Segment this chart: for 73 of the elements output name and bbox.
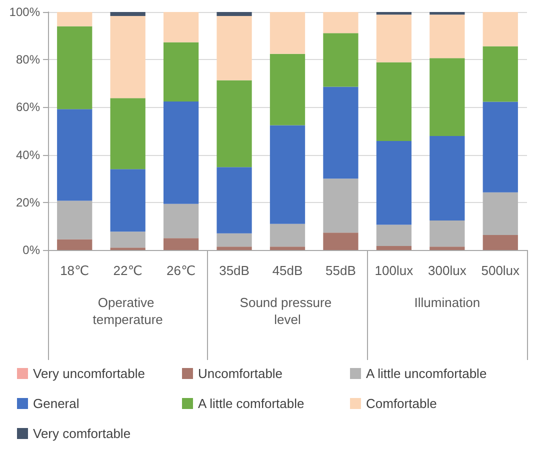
bar bbox=[216, 80, 252, 168]
bar bbox=[482, 192, 518, 236]
bar bbox=[376, 140, 412, 225]
bar bbox=[163, 101, 199, 204]
bar bbox=[57, 109, 92, 201]
x-tick-label: 500lux bbox=[481, 263, 520, 278]
bar bbox=[216, 246, 252, 250]
legend-label: A little comfortable bbox=[198, 396, 304, 411]
bar bbox=[482, 102, 518, 192]
legend-label: Uncomfortable bbox=[198, 366, 283, 381]
bar bbox=[323, 232, 358, 250]
bar bbox=[270, 224, 306, 247]
bar bbox=[376, 12, 412, 15]
bar bbox=[110, 12, 146, 16]
x-tick-label: 26℃ bbox=[166, 263, 196, 278]
bar bbox=[216, 12, 252, 16]
bar bbox=[216, 16, 252, 80]
bar bbox=[376, 246, 412, 250]
x-tick-label: 45dB bbox=[272, 263, 303, 278]
bar bbox=[482, 235, 518, 250]
bar bbox=[57, 12, 92, 26]
bar bbox=[323, 86, 358, 179]
bar bbox=[430, 12, 465, 15]
bar bbox=[163, 238, 199, 250]
bar bbox=[163, 12, 199, 42]
x-tick-label: 18℃ bbox=[60, 263, 90, 278]
legend-label: A little uncomfortable bbox=[366, 366, 487, 381]
y-tick-label: 60% bbox=[16, 100, 40, 114]
bar bbox=[376, 14, 412, 62]
y-tick-label: 0% bbox=[22, 243, 40, 257]
bar bbox=[57, 26, 92, 110]
bar bbox=[110, 98, 146, 170]
x-tick-label: 300lux bbox=[428, 263, 467, 278]
legend-label: Comfortable bbox=[366, 396, 437, 411]
bar bbox=[270, 54, 306, 126]
bar bbox=[323, 12, 358, 34]
bar bbox=[163, 204, 199, 238]
bar bbox=[430, 58, 465, 136]
bar bbox=[270, 125, 306, 224]
bar bbox=[430, 136, 465, 220]
legend-label: Very comfortable bbox=[33, 426, 131, 441]
bar bbox=[110, 232, 146, 248]
bar bbox=[430, 14, 465, 58]
legend-label: Very uncomfortable bbox=[33, 366, 146, 381]
bar bbox=[110, 169, 146, 232]
y-tick-label: 80% bbox=[16, 52, 40, 67]
text: Illumination bbox=[414, 295, 480, 310]
bar bbox=[482, 46, 518, 102]
x-tick-label: 100lux bbox=[374, 263, 414, 278]
x-tick-label: 22℃ bbox=[113, 263, 142, 278]
bar bbox=[270, 12, 306, 54]
bar bbox=[163, 42, 199, 102]
bar bbox=[270, 246, 306, 250]
y-tick-label: 20% bbox=[16, 195, 40, 210]
x-tick-label: 35dB bbox=[219, 263, 250, 278]
bar bbox=[482, 12, 518, 46]
y-tick-label: 100% bbox=[9, 5, 40, 19]
bar bbox=[216, 167, 252, 234]
bar bbox=[323, 178, 358, 233]
bar bbox=[57, 200, 92, 240]
x-tick-label: 55dB bbox=[326, 263, 356, 278]
bar bbox=[430, 246, 465, 250]
text: Operative temperature bbox=[92, 295, 163, 327]
bar bbox=[430, 220, 465, 247]
bar bbox=[110, 16, 146, 98]
bar bbox=[57, 239, 92, 250]
legend-label: General bbox=[33, 396, 80, 411]
bar bbox=[216, 233, 252, 247]
bar bbox=[323, 33, 358, 87]
bar bbox=[376, 224, 412, 246]
text: Sound pressure level bbox=[240, 295, 336, 327]
y-tick-label: 40% bbox=[16, 148, 40, 162]
bar bbox=[376, 62, 412, 141]
